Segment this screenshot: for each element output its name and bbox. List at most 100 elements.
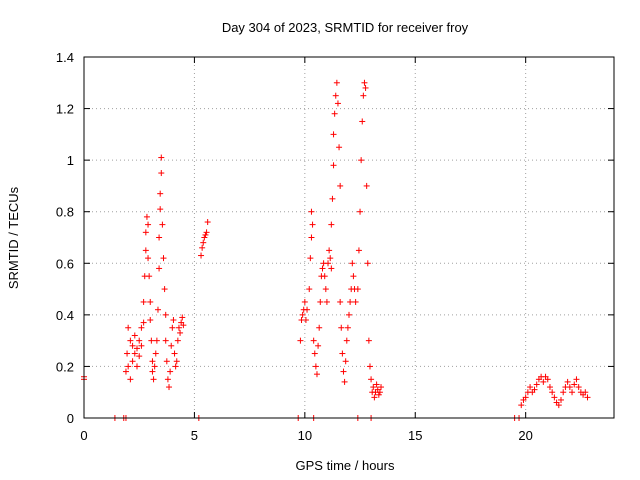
data-point [546, 384, 553, 391]
data-point [174, 337, 181, 344]
data-point [363, 182, 370, 189]
data-point [145, 221, 152, 228]
data-point [136, 353, 143, 360]
data-point [360, 92, 367, 99]
data-point [122, 368, 129, 375]
data-point [169, 324, 176, 331]
data-point [359, 118, 366, 125]
data-point [143, 213, 150, 220]
data-point [124, 350, 131, 357]
data-point [317, 298, 324, 305]
data-point [145, 255, 152, 262]
data-point [365, 337, 372, 344]
axis-ticks: 0 0.2 0.4 0.6 0.8 1 1.2 1.4 0 5 10 15 20 [56, 50, 614, 443]
data-point [160, 255, 167, 262]
x-tick-label: 10 [298, 428, 312, 443]
y-axis-label: SRMTID / TECUs [6, 186, 21, 289]
data-point [375, 391, 382, 398]
data-point [575, 384, 582, 391]
y-tick-label: 0.4 [56, 308, 74, 323]
data-point [175, 324, 182, 331]
plot-frame [83, 56, 615, 419]
data-point [134, 345, 140, 352]
x-tick-label: 0 [80, 428, 87, 443]
data-point [573, 376, 580, 383]
data-point [328, 221, 335, 228]
data-point [163, 358, 170, 365]
data-point [202, 231, 209, 238]
data-point [131, 332, 138, 339]
data-point [326, 247, 333, 254]
x-tick-label: 15 [408, 428, 422, 443]
data-point [522, 394, 529, 401]
data-point [148, 337, 155, 344]
data-point [341, 378, 348, 385]
data-point [156, 234, 163, 241]
data-point [315, 342, 322, 349]
data-point [129, 358, 136, 365]
data-point [204, 219, 211, 226]
data-point [344, 324, 351, 331]
data-point [584, 394, 591, 401]
data-point [337, 182, 344, 189]
data-point [149, 368, 156, 375]
data-point [173, 358, 180, 365]
data-point [162, 311, 169, 318]
data-point [168, 342, 175, 349]
data-point [199, 244, 206, 251]
data-point [366, 363, 373, 370]
data-point [378, 384, 385, 391]
data-point [157, 190, 164, 197]
data-point [308, 234, 315, 241]
data-point [156, 265, 163, 272]
data-point [307, 255, 314, 262]
data-point [582, 389, 589, 396]
y-tick-label: 1 [67, 153, 74, 168]
data-point [518, 402, 525, 409]
data-point [371, 394, 378, 401]
y-tick-label: 0.8 [56, 205, 74, 220]
data-point [329, 195, 336, 202]
data-point [527, 384, 534, 391]
data-point [140, 298, 147, 305]
data-point [140, 319, 147, 326]
data-point [125, 363, 132, 370]
data-point [158, 170, 165, 177]
data-point [313, 371, 320, 378]
data-point [164, 376, 171, 383]
data-point [161, 286, 168, 293]
data-point [349, 260, 356, 267]
data-point [301, 298, 308, 305]
data-point [319, 265, 326, 272]
data-point [180, 322, 187, 329]
data-point [343, 337, 350, 344]
data-point [127, 337, 134, 344]
data-point [358, 157, 365, 164]
data-point [142, 247, 149, 254]
data-point [327, 255, 334, 262]
data-point [334, 100, 341, 107]
data-point [125, 324, 132, 331]
data-point [138, 324, 145, 331]
data-point [361, 79, 368, 86]
x-tick-label: 20 [518, 428, 532, 443]
data-point [302, 317, 309, 324]
data-point [138, 342, 145, 349]
data-point [147, 298, 154, 305]
data-point [127, 376, 134, 383]
data-points [81, 79, 591, 421]
data-point [149, 358, 156, 365]
data-point [569, 389, 576, 396]
data-point [306, 286, 313, 293]
data-point [152, 350, 159, 357]
y-tick-label: 1.2 [56, 102, 74, 117]
data-point [368, 376, 375, 383]
data-point [154, 306, 161, 313]
data-point [531, 386, 538, 393]
data-point [162, 337, 169, 344]
data-point [136, 337, 143, 344]
data-point [332, 92, 339, 99]
data-point [308, 208, 315, 215]
data-point [544, 376, 551, 383]
